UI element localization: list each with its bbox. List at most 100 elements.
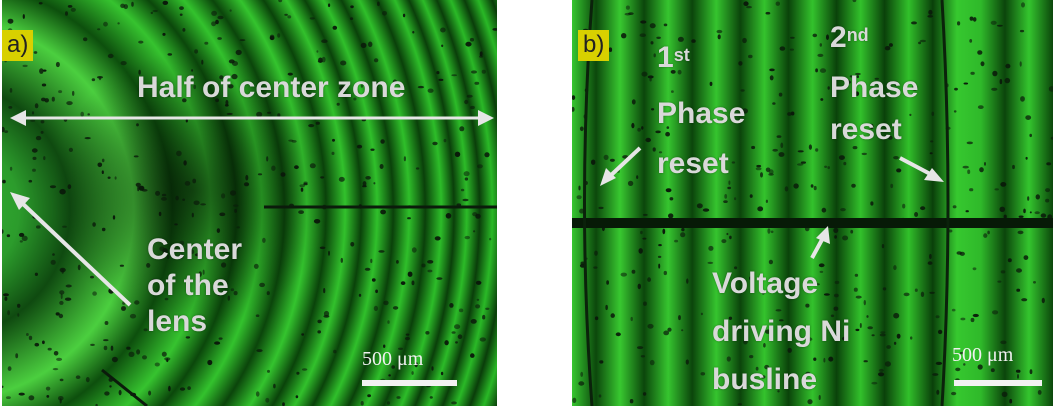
dust-speck	[361, 401, 364, 406]
dust-speck	[911, 21, 917, 24]
dust-speck	[955, 368, 960, 372]
dust-speck	[751, 146, 755, 149]
dust-speck	[864, 360, 868, 362]
scale-label-b: 500 μm	[952, 344, 1013, 367]
dust-speck	[824, 293, 830, 296]
dust-speck	[1009, 399, 1012, 404]
dust-speck	[152, 10, 158, 12]
dust-speck	[470, 106, 475, 109]
dust-speck	[631, 317, 633, 321]
dust-speck	[866, 315, 868, 318]
dust-speck	[240, 39, 246, 41]
dust-speck	[883, 287, 886, 290]
dust-speck	[103, 22, 108, 27]
dust-speck	[638, 284, 641, 290]
dust-speck	[777, 135, 782, 138]
dust-speck	[1024, 255, 1029, 260]
second-reset-label-line3: reset	[830, 112, 902, 148]
dust-speck	[776, 2, 780, 6]
dust-speck	[643, 214, 648, 216]
dust-speck	[303, 183, 307, 186]
dust-speck	[893, 156, 899, 159]
dust-speck	[598, 207, 603, 209]
second-reset-label-line2: Phase	[830, 70, 918, 106]
dust-speck	[230, 190, 236, 195]
dust-speck	[200, 203, 206, 205]
dust-speck	[103, 339, 108, 341]
dust-speck	[969, 188, 973, 191]
dust-speck	[879, 369, 884, 372]
dust-speck	[981, 61, 985, 66]
dust-speck	[258, 173, 262, 175]
dust-speck	[441, 372, 443, 375]
dust-speck	[738, 61, 742, 66]
dust-speck	[405, 337, 410, 340]
dust-speck	[686, 359, 689, 364]
dust-speck	[594, 251, 598, 256]
dust-speck	[90, 344, 95, 346]
dust-speck	[112, 357, 118, 362]
dust-speck	[666, 188, 672, 192]
dust-speck	[756, 167, 762, 170]
dust-speck	[446, 213, 452, 219]
dust-speck	[32, 111, 34, 114]
center-label-line3: lens	[147, 304, 207, 340]
dust-speck	[578, 186, 580, 191]
dust-speck	[1025, 115, 1031, 120]
dust-speck	[760, 172, 763, 177]
dust-speck	[341, 258, 343, 263]
dust-speck	[155, 363, 160, 367]
dust-speck	[322, 57, 326, 63]
dust-speck	[102, 170, 104, 174]
dust-speck	[267, 112, 271, 114]
dust-speck	[41, 131, 44, 134]
dust-speck	[964, 83, 969, 85]
dust-speck	[396, 260, 399, 264]
dust-speck	[670, 197, 674, 200]
dust-speck	[632, 99, 636, 104]
dust-speck	[138, 41, 143, 44]
panel-tag-a: a)	[2, 30, 33, 61]
dust-speck	[1026, 157, 1028, 160]
dust-speck	[130, 314, 136, 319]
dust-speck	[647, 324, 653, 329]
dust-speck	[936, 390, 939, 395]
dust-speck	[214, 341, 220, 344]
dust-speck	[102, 159, 105, 163]
dust-speck	[932, 373, 938, 376]
dust-speck	[68, 184, 72, 189]
dust-speck	[995, 188, 999, 190]
dust-speck	[137, 186, 139, 191]
dust-speck	[833, 228, 838, 233]
dust-speck	[418, 86, 424, 88]
dust-speck	[743, 1, 748, 6]
dust-speck	[855, 329, 859, 331]
dust-speck	[421, 264, 425, 268]
dust-speck	[930, 140, 933, 142]
dust-speck	[262, 238, 266, 243]
dust-speck	[310, 17, 315, 19]
dust-speck	[467, 95, 473, 98]
dust-speck	[471, 70, 477, 73]
dust-speck	[871, 382, 877, 385]
dust-speck	[432, 142, 437, 145]
dust-speck	[69, 148, 73, 152]
dust-speck	[855, 274, 858, 277]
dust-speck	[175, 196, 178, 201]
dust-speck	[108, 54, 114, 58]
dust-speck	[1027, 196, 1029, 201]
dust-speck	[954, 88, 958, 91]
dust-speck	[970, 72, 974, 75]
dust-speck	[904, 293, 910, 297]
dust-speck	[729, 236, 732, 240]
dust-speck	[721, 239, 726, 243]
dust-speck	[960, 252, 965, 256]
dust-speck	[19, 233, 24, 237]
dust-speck	[828, 357, 833, 362]
dust-speck	[119, 390, 122, 395]
dust-speck	[593, 266, 597, 268]
dust-speck	[628, 181, 633, 186]
dust-speck	[920, 206, 925, 210]
second-reset-label-line1: 2nd	[830, 20, 869, 56]
dust-speck	[120, 4, 125, 8]
